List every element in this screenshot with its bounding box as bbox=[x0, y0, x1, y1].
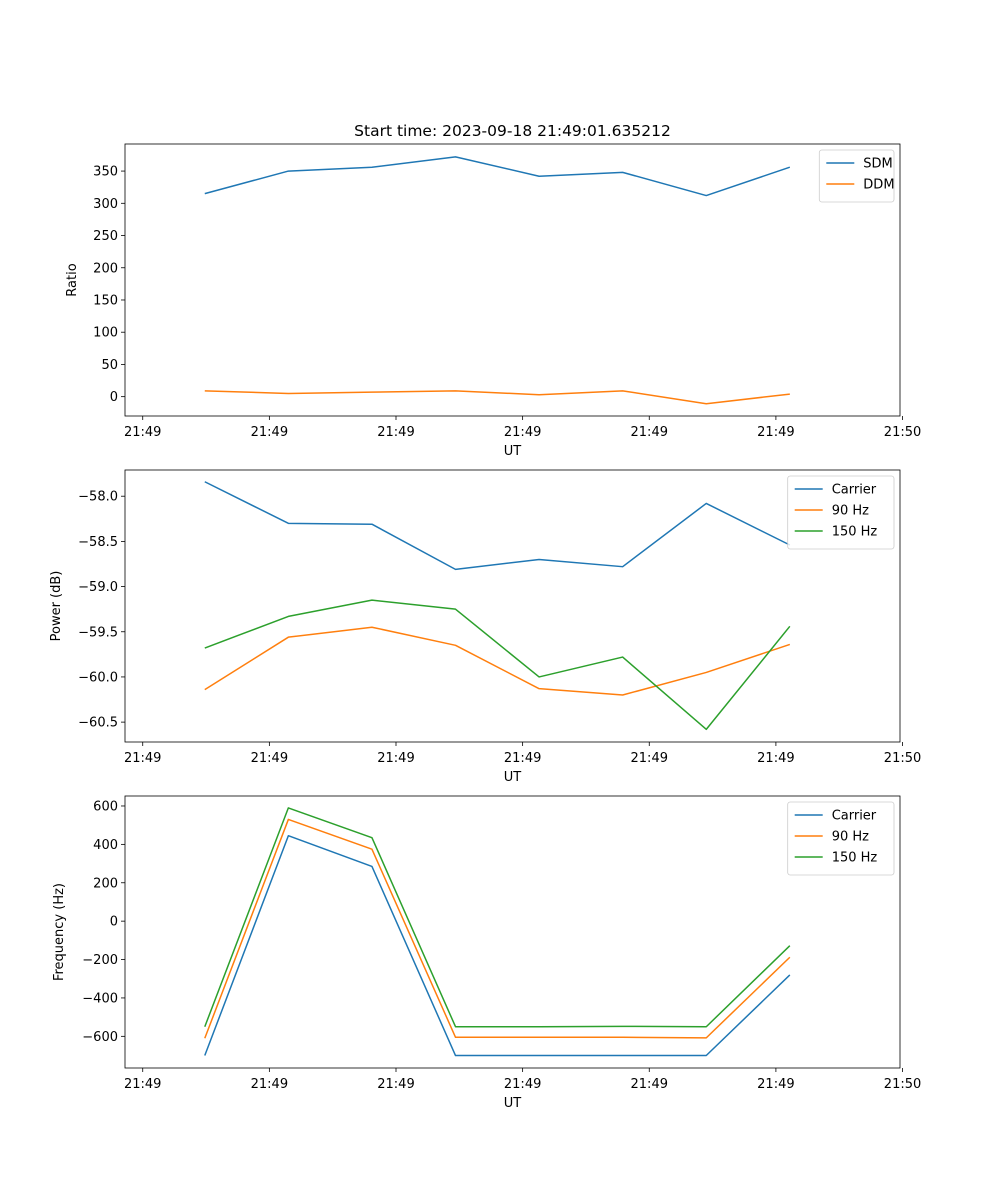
y-tick-label: 250 bbox=[93, 229, 118, 244]
x-tick-label: 21:49 bbox=[124, 751, 161, 766]
y-axis-label: Frequency (Hz) bbox=[52, 883, 67, 981]
x-tick-label: 21:49 bbox=[631, 425, 668, 440]
legend: Carrier 90 Hz 150 Hz bbox=[787, 475, 895, 550]
x-tick-label: 21:49 bbox=[757, 751, 794, 766]
legend-label: 90 Hz bbox=[832, 830, 869, 845]
series-line-150-hz bbox=[204, 807, 791, 1028]
y-tick-label: −200 bbox=[82, 953, 118, 968]
series-line-carrier bbox=[204, 481, 791, 571]
figure-title: Start time: 2023-09-18 21:49:01.635212 bbox=[354, 122, 671, 140]
series-line-sdm bbox=[204, 156, 791, 197]
x-tick-label: 21:49 bbox=[124, 1077, 161, 1092]
legend-label: SDM bbox=[863, 157, 892, 172]
x-tick-label: 21:49 bbox=[251, 1077, 288, 1092]
x-tick-label: 21:50 bbox=[884, 1077, 921, 1092]
x-axis-label: UT bbox=[504, 770, 522, 785]
legend-label: 150 Hz bbox=[832, 525, 878, 540]
x-tick-label: 21:49 bbox=[504, 425, 541, 440]
y-tick-label: −400 bbox=[82, 991, 118, 1006]
x-axis-label: UT bbox=[504, 444, 522, 459]
y-tick-label: −59.0 bbox=[78, 580, 118, 595]
subplot-3: 21:49 21:49 21:49 21:49 21:49 21:49 21:50 −600 −… bbox=[52, 795, 921, 1111]
y-tick-label: 100 bbox=[93, 326, 118, 341]
y-tick-label: 0 bbox=[110, 390, 118, 405]
y-tick-label: 200 bbox=[93, 261, 118, 276]
x-tick-label: 21:50 bbox=[884, 751, 921, 766]
y-tick-label: −59.5 bbox=[78, 625, 118, 640]
y-tick-label: −58.0 bbox=[78, 490, 118, 505]
legend-label: Carrier bbox=[832, 483, 877, 498]
x-tick-label: 21:49 bbox=[251, 425, 288, 440]
x-tick-label: 21:50 bbox=[884, 425, 921, 440]
x-tick-label: 21:49 bbox=[631, 751, 668, 766]
y-tick-label: 50 bbox=[101, 358, 118, 373]
x-tick-label: 21:49 bbox=[504, 751, 541, 766]
legend-label: DDM bbox=[863, 178, 894, 193]
y-tick-label: 200 bbox=[93, 876, 118, 891]
legend-label: 90 Hz bbox=[832, 504, 869, 519]
x-tick-label: 21:49 bbox=[377, 1077, 414, 1092]
x-tick-label: 21:49 bbox=[124, 425, 161, 440]
y-tick-label: −58.5 bbox=[78, 535, 118, 550]
x-tick-label: 21:49 bbox=[757, 1077, 794, 1092]
y-tick-label: −60.0 bbox=[78, 670, 118, 685]
axes-frame bbox=[124, 143, 901, 417]
x-tick-label: 21:49 bbox=[377, 751, 414, 766]
subplot-1: 21:49 21:49 21:49 21:49 21:49 21:49 21:50 0 50 10… bbox=[65, 143, 921, 459]
series-line-150-hz bbox=[204, 599, 791, 731]
x-tick-label: 21:49 bbox=[251, 751, 288, 766]
y-tick-label: 0 bbox=[110, 915, 118, 930]
y-tick-label: 600 bbox=[93, 799, 118, 814]
axes-frame bbox=[124, 469, 901, 743]
series-line-90-hz bbox=[204, 818, 791, 1039]
axes-frame bbox=[124, 795, 901, 1069]
series-line-ddm bbox=[204, 390, 790, 405]
series-line-90-hz bbox=[204, 626, 791, 696]
x-tick-label: 21:49 bbox=[377, 425, 414, 440]
y-tick-label: 300 bbox=[93, 197, 118, 212]
x-axis-label: UT bbox=[504, 1096, 522, 1111]
legend-label: Carrier bbox=[832, 809, 877, 824]
legend: Carrier 90 Hz 150 Hz bbox=[787, 801, 895, 876]
subplot-2: 21:49 21:49 21:49 21:49 21:49 21:49 21:50 −60.5… bbox=[49, 469, 921, 785]
x-tick-label: 21:49 bbox=[631, 1077, 668, 1092]
x-tick-label: 21:49 bbox=[757, 425, 794, 440]
y-tick-label: 350 bbox=[93, 165, 118, 180]
y-tick-label: 400 bbox=[93, 838, 118, 853]
y-tick-label: −600 bbox=[82, 1030, 118, 1045]
x-tick-label: 21:49 bbox=[504, 1077, 541, 1092]
series-line-carrier bbox=[204, 834, 791, 1057]
y-tick-label: 150 bbox=[93, 293, 118, 308]
y-axis-label: Ratio bbox=[65, 263, 80, 296]
y-tick-label: −60.5 bbox=[78, 716, 118, 731]
plots-container: 21:49 21:49 21:49 21:49 21:49 21:49 21:50 0 50 10… bbox=[49, 143, 921, 1111]
legend: SDM DDM bbox=[818, 149, 895, 203]
y-axis-label: Power (dB) bbox=[49, 571, 64, 642]
legend-label: 150 Hz bbox=[832, 851, 878, 866]
